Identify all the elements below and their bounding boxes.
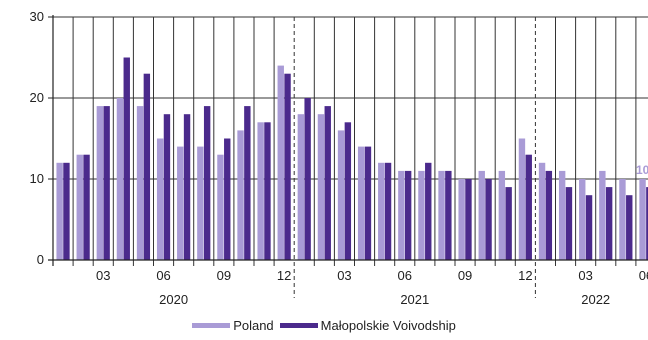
month-tick-label: 09: [458, 268, 472, 283]
bar-malopolskie: [304, 98, 311, 260]
bar-malopolskie: [63, 162, 70, 260]
bar-poland: [498, 170, 506, 260]
bar-malopolskie: [445, 170, 452, 260]
bar-malopolskie: [183, 114, 191, 260]
bar-malopolskie: [605, 187, 613, 260]
bar-poland: [599, 170, 606, 260]
bar-poland: [398, 170, 405, 260]
bar-malopolskie: [284, 73, 291, 260]
bar-poland: [378, 162, 385, 260]
bar-malopolskie: [585, 195, 593, 260]
bar-poland: [156, 138, 164, 260]
bar-poland: [297, 114, 305, 260]
gridlines: [53, 16, 648, 298]
bar-malopolskie: [224, 138, 231, 260]
y-tick-label: 30: [30, 9, 44, 24]
bar-poland: [639, 179, 646, 260]
bar-poland: [257, 122, 264, 260]
bar-malopolskie: [83, 154, 90, 260]
month-tick-label: 06: [156, 268, 170, 283]
legend-swatch-malopolskie: [279, 322, 318, 328]
bar-poland: [538, 162, 546, 260]
bar-malopolskie: [646, 187, 648, 260]
bar-poland: [478, 170, 485, 260]
bar-malopolskie: [103, 106, 110, 260]
bar-poland: [76, 154, 83, 260]
bar-poland: [579, 179, 586, 260]
bar-poland: [197, 146, 204, 260]
bar-malopolskie: [264, 122, 271, 260]
bar-malopolskie: [143, 73, 151, 260]
bar-malopolskie: [344, 122, 352, 260]
bar-malopolskie: [404, 170, 412, 260]
bar-malopolskie: [505, 187, 512, 260]
bar-malopolskie: [425, 162, 432, 260]
bar-poland: [217, 154, 224, 260]
bar-malopolskie: [565, 187, 573, 260]
legend-label-malopolskie: Małopolskie Voivodship: [320, 317, 456, 333]
month-tick-label: 03: [96, 268, 110, 283]
bar-poland: [96, 106, 104, 260]
bars: [56, 57, 648, 260]
bar-poland: [418, 170, 425, 260]
month-tick-label: 03: [578, 268, 592, 283]
bar-malopolskie: [324, 106, 331, 260]
bar-poland: [337, 130, 345, 260]
legend-swatch-poland: [192, 322, 231, 328]
bar-poland: [558, 170, 566, 260]
tick-labels: 0 10 20 30 03 06 09 12 03 06 09 12 03 06 2020 2021 2022 1…: [30, 9, 648, 307]
month-tick-label: 09: [217, 268, 231, 283]
month-tick-label: 06: [398, 268, 412, 283]
month-tick-label: 06: [639, 268, 648, 283]
bar-malopolskie: [626, 195, 633, 260]
month-tick-label: 12: [518, 268, 532, 283]
year-label: 2021: [400, 292, 429, 307]
bar-poland: [237, 130, 244, 260]
bar-poland: [136, 106, 144, 260]
bar-malopolskie: [465, 179, 472, 260]
bar-malopolskie: [203, 106, 211, 260]
bar-malopolskie: [163, 114, 171, 260]
bar-malopolskie: [525, 154, 532, 260]
bar-poland: [619, 179, 626, 260]
month-tick-label: 12: [277, 268, 291, 283]
legend-item-malopolskie: Małopolskie Voivodship: [279, 317, 456, 333]
legend-item-poland: Poland: [192, 317, 274, 333]
bar-malopolskie: [123, 57, 130, 260]
bar-poland: [177, 146, 184, 260]
bar-poland: [438, 170, 445, 260]
bar-malopolskie: [384, 162, 392, 260]
y-tick-label: 10: [30, 171, 44, 186]
legend: Poland Małopolskie Voivodship: [0, 315, 648, 335]
legend-label-poland: Poland: [233, 317, 274, 333]
bar-poland: [518, 138, 526, 260]
bar-poland: [116, 98, 124, 260]
bar-poland: [458, 179, 465, 260]
annotation-label: 10: [636, 163, 648, 177]
bar-poland: [277, 65, 284, 260]
bar-malopolskie: [545, 170, 553, 260]
bar-malopolskie: [485, 179, 492, 260]
bar-poland: [317, 114, 325, 260]
bar-malopolskie: [244, 106, 251, 260]
axes: [48, 15, 648, 266]
bar-poland: [357, 146, 365, 260]
bar-malopolskie: [364, 146, 372, 260]
month-tick-label: 03: [337, 268, 351, 283]
year-label: 2022: [581, 292, 610, 307]
bar-poland: [56, 162, 63, 260]
y-tick-label: 20: [30, 90, 44, 105]
year-label: 2020: [159, 292, 188, 307]
y-tick-label: 0: [37, 252, 44, 267]
